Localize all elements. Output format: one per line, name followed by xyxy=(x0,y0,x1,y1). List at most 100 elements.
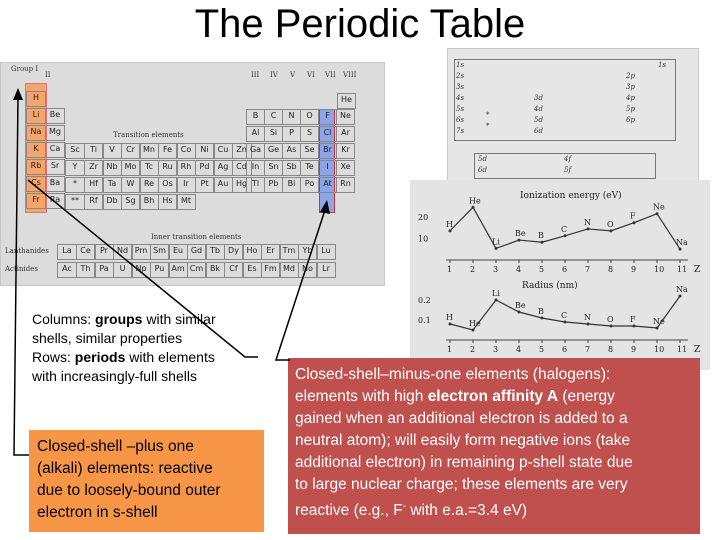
element-cell: Ga xyxy=(246,143,265,159)
element-cell: Na xyxy=(26,125,46,141)
element-cell: Sr xyxy=(45,159,65,175)
ionization-radius-charts: Ionization energy (eV)1 2 3 4 5 6 7 8 9 10 11 Z2010… xyxy=(410,180,710,370)
element-cell: Fm xyxy=(260,262,281,278)
x-tick-label: 3 xyxy=(493,265,498,274)
slide-title: The Periodic Table xyxy=(194,2,526,46)
element-cell: No xyxy=(297,262,318,278)
element-cell: Ho xyxy=(242,244,262,260)
element-cell: Es xyxy=(242,262,262,278)
element-cell: Tl xyxy=(246,177,265,193)
point-label: Be xyxy=(515,301,526,310)
element-cell: W xyxy=(120,177,141,193)
group-number: VII xyxy=(325,71,336,79)
element-cell: Db xyxy=(102,194,122,210)
element-cell: Co xyxy=(176,143,196,159)
x-tick-label: 1 xyxy=(447,265,452,274)
group-label: Group I xyxy=(11,65,39,73)
element-cell: Cm xyxy=(186,262,207,278)
x-axis-label: Z xyxy=(694,345,700,355)
element-cell: Se xyxy=(300,143,319,159)
element-cell: Yb xyxy=(297,244,318,260)
data-point xyxy=(632,324,636,328)
element-cell: As xyxy=(282,143,301,159)
point-label: N xyxy=(584,218,591,227)
element-cell: V xyxy=(102,143,122,159)
element-cell: Ru xyxy=(157,160,178,176)
point-label: Na xyxy=(676,285,688,294)
element-cell: Ge xyxy=(264,143,283,159)
element-cell: Ta xyxy=(102,177,122,193)
element-cell: Pr xyxy=(94,244,114,260)
element-cell: Ra xyxy=(45,193,65,209)
element-cell: Ca xyxy=(45,142,65,158)
element-cell: Er xyxy=(260,244,281,260)
element-cell: Lu xyxy=(316,244,336,260)
shell-d-label: 5d xyxy=(534,116,543,124)
chart-title: Ionization energy (eV) xyxy=(520,190,622,201)
element-cell: S xyxy=(300,126,319,142)
element-cell: O xyxy=(300,109,319,125)
element-cell: Mt xyxy=(176,194,196,210)
halogen-last-line: reactive (e.g., F- with e.a.=3.4 eV) xyxy=(295,501,528,520)
y-tick-label: 0.1 xyxy=(418,316,431,325)
alkali-line: electron in s-shell xyxy=(37,504,158,521)
point-label: Be xyxy=(515,229,526,238)
element-cell: Ce xyxy=(75,244,96,260)
shell-f-box xyxy=(474,153,656,179)
element-cell: Sg xyxy=(120,194,141,210)
x-tick-label: 7 xyxy=(585,265,590,274)
x-tick-label: 2 xyxy=(470,345,475,354)
element-cell: Nd xyxy=(112,244,133,260)
element-cell: P xyxy=(282,126,301,142)
element-cell: Ni xyxy=(194,143,215,159)
actinides-label: Actinides xyxy=(5,265,38,273)
shell-f-left-label: 5d xyxy=(478,155,487,163)
element-cell: Ag xyxy=(213,160,233,176)
point-label: H xyxy=(446,313,453,322)
element-cell: Pm xyxy=(131,244,151,260)
group-number: III xyxy=(251,71,260,79)
x-tick-label: 7 xyxy=(585,345,590,354)
point-label: O xyxy=(607,315,614,324)
point-label: He xyxy=(469,196,481,205)
element-cell: Fe xyxy=(157,143,178,159)
element-cell: Mg xyxy=(45,125,65,141)
alkali-note-text: Closed-shell –plus one (alkali) elements:… xyxy=(37,436,262,524)
shell-p-label: 6p xyxy=(626,116,635,124)
point-label: Na xyxy=(676,238,688,247)
x-tick-label: 4 xyxy=(516,345,521,354)
halogen-line: additional electron) in remaining p-shel… xyxy=(295,454,633,471)
element-cell: Te xyxy=(300,160,319,176)
point-label: C xyxy=(561,311,567,320)
data-point xyxy=(609,229,613,233)
point-label: F xyxy=(630,315,636,324)
element-cell: F xyxy=(318,109,337,125)
x-tick-label: 11 xyxy=(677,265,687,274)
element-cell: Sb xyxy=(282,160,301,176)
element-cell: Be xyxy=(45,108,65,124)
data-point xyxy=(540,316,544,320)
element-cell: C xyxy=(264,109,283,125)
element-cell: Zn xyxy=(231,143,252,159)
element-cell: Gd xyxy=(186,244,207,260)
data-point xyxy=(563,320,567,324)
halogen-line: neutral atom); will easily form negative… xyxy=(295,432,631,449)
x-tick-label: 10 xyxy=(654,345,664,354)
y-tick-label: 0.2 xyxy=(418,296,431,305)
element-cell: Rn xyxy=(336,177,355,193)
shell-s-label: 1s xyxy=(456,61,465,69)
point-label: Ne xyxy=(653,203,665,212)
data-point xyxy=(678,247,682,251)
element-cell: Tm xyxy=(279,244,299,260)
point-label: F xyxy=(630,212,636,221)
data-point xyxy=(494,246,498,250)
element-cell: N xyxy=(282,109,301,125)
element-cell: * xyxy=(65,177,85,193)
halogen-note-box xyxy=(288,358,700,534)
element-cell: Pt xyxy=(194,177,215,193)
x-tick-label: 5 xyxy=(539,345,544,354)
x-tick-label: 2 xyxy=(470,265,475,274)
element-cell: ** xyxy=(65,194,85,210)
shell-f-right-label: 5f xyxy=(564,166,572,174)
data-point xyxy=(632,221,636,225)
